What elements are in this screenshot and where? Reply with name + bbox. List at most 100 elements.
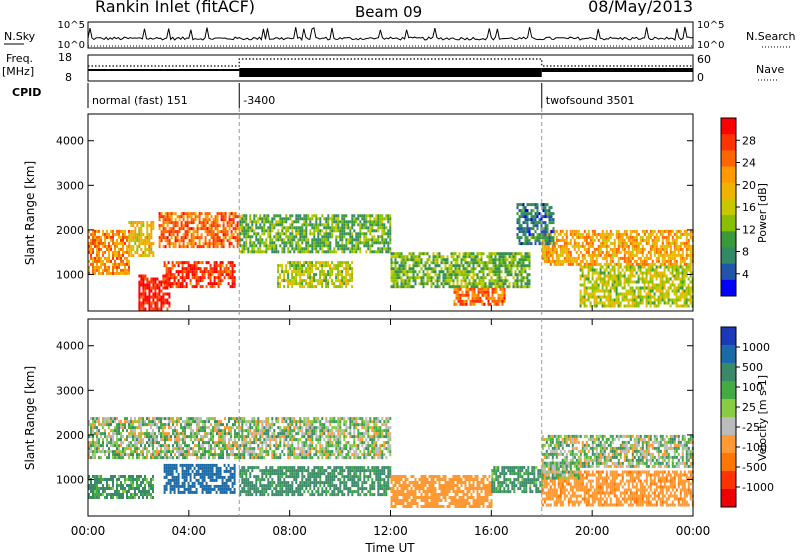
heat-cell: [224, 438, 226, 442]
heat-cell: [450, 264, 453, 268]
heat-cell: [673, 238, 676, 242]
heat-cell: [345, 264, 348, 268]
heat-cell: [577, 235, 580, 239]
heat-cell: [651, 229, 654, 233]
heat-cell: [398, 276, 401, 280]
heat-cell: [337, 264, 340, 268]
heat-cell: [649, 274, 652, 278]
heat-cell: [222, 224, 225, 228]
heat-cell: [645, 268, 648, 272]
heat-cell: [229, 261, 232, 265]
heat-cell: [333, 214, 336, 218]
heat-cell: [583, 247, 586, 251]
heat-cell: [470, 276, 473, 280]
heat-cell: [367, 238, 370, 242]
heat-cell: [617, 301, 620, 305]
heat-cell: [146, 277, 149, 281]
heat-cell: [538, 236, 541, 240]
heat-cell: [167, 267, 170, 271]
heat-cell: [349, 247, 352, 251]
heat-cell: [611, 232, 614, 236]
heat-cell: [327, 232, 330, 236]
heat-cell: [637, 274, 640, 278]
heat-cell: [593, 238, 596, 242]
heat-cell: [365, 223, 368, 227]
heat-cell: [120, 426, 122, 430]
heat-cell: [142, 233, 145, 236]
heat-cell: [142, 447, 144, 451]
heat-cell: [191, 267, 194, 271]
heat-cell: [251, 220, 254, 224]
heat-cell: [492, 279, 495, 283]
heat-cell: [182, 212, 185, 216]
heat-cell: [166, 307, 169, 311]
heat-cell: [134, 417, 136, 421]
heat-cell: [287, 217, 290, 221]
heat-cell: [627, 277, 630, 281]
heat-cell: [665, 253, 668, 257]
heat-cell: [194, 215, 197, 219]
heat-cell: [199, 270, 202, 274]
heat-cell: [325, 220, 328, 224]
heat-cell: [613, 283, 616, 287]
heat-cell: [465, 302, 468, 306]
heat-cell: [605, 229, 608, 233]
heat-cell: [673, 286, 676, 290]
heat-cell: [579, 298, 582, 302]
heat-cell: [669, 283, 672, 287]
heat-cell: [518, 230, 521, 234]
heat-cell: [202, 438, 204, 442]
heat-cell: [181, 282, 184, 286]
heat-cell: [371, 250, 374, 254]
heat-cell: [518, 203, 521, 207]
heat-cell: [92, 417, 94, 421]
heat-cell: [452, 285, 455, 289]
heat-cell: [424, 282, 427, 286]
heat-cell: [337, 223, 340, 227]
heat-cell: [178, 438, 180, 442]
heat-cell: [589, 301, 592, 305]
heat-cell: [482, 264, 485, 268]
heat-cell: [146, 224, 149, 227]
heat-cell: [516, 279, 519, 283]
heat-cell: [287, 279, 290, 283]
heat-cell: [464, 279, 467, 283]
heat-cell: [365, 232, 368, 236]
heat-cell: [243, 244, 246, 248]
heat-cell: [208, 224, 211, 228]
heat-cell: [216, 432, 218, 436]
heat-cell: [540, 203, 543, 207]
heat-cell: [203, 270, 206, 274]
heat-cell: [637, 295, 640, 299]
heat-cell: [128, 259, 130, 263]
heat-cell: [383, 217, 386, 221]
heat-cell: [345, 238, 348, 242]
heat-cell: [609, 232, 612, 236]
heat-cell: [643, 286, 646, 290]
heat-cell: [285, 267, 288, 271]
heat-cell: [349, 229, 352, 233]
heat-cell: [561, 238, 564, 242]
heat-cell: [299, 238, 302, 242]
heat-cell: [259, 226, 262, 230]
heat-cell: [569, 253, 572, 257]
heat-cell: [108, 441, 110, 445]
heat-cell: [605, 280, 608, 284]
heat-cell: [166, 444, 168, 448]
heat-cell: [182, 224, 185, 228]
heat-cell: [287, 235, 290, 239]
heat-cell: [480, 270, 483, 274]
heat-cell: [200, 221, 203, 225]
heat-cell: [128, 453, 130, 457]
heat-cell: [645, 286, 648, 290]
heat-cell: [481, 290, 484, 294]
heat-cell: [90, 262, 92, 266]
heat-cell: [349, 226, 352, 230]
heat-cell: [317, 229, 320, 233]
heat-cell: [557, 232, 560, 236]
heat-cell: [309, 273, 312, 277]
heat-cell: [189, 279, 192, 283]
heat-cell: [88, 444, 90, 448]
heat-cell: [655, 271, 658, 275]
heat-cell: [120, 423, 122, 427]
